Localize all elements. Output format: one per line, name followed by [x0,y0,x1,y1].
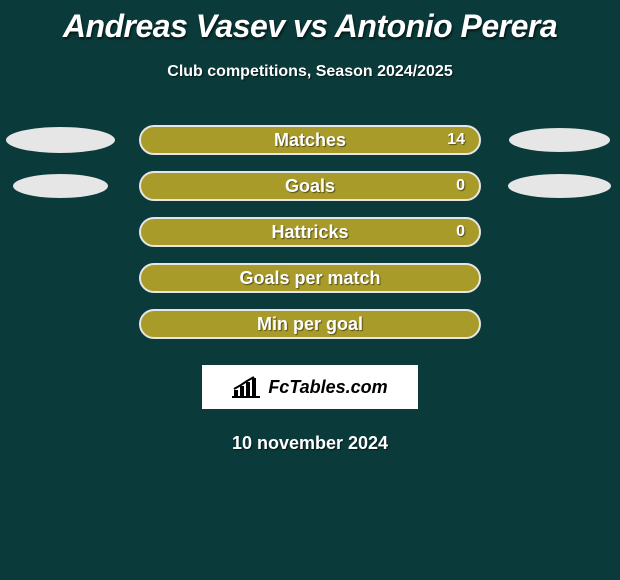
stat-row: Goals 0 [0,171,620,201]
right-indicator-slot [499,174,620,198]
stat-row: Hattricks 0 [0,217,620,247]
stat-value: 14 [447,131,465,149]
stat-label: Hattricks [271,222,348,243]
stat-bar: Min per goal [139,309,481,339]
comparison-title: Andreas Vasev vs Antonio Perera [63,8,557,45]
comparison-subtitle: Club competitions, Season 2024/2025 [167,63,452,81]
stat-row: Min per goal [0,309,620,339]
right-oval [508,174,611,198]
stat-row: Goals per match [0,263,620,293]
stat-value: 0 [456,223,465,241]
stat-rows: Matches 14 Goals 0 Hattricks 0 Goals per match… [0,125,620,339]
stat-label: Goals per match [239,268,380,289]
stat-row: Matches 14 [0,125,620,155]
right-oval [509,128,610,152]
right-indicator-slot [499,128,620,152]
bar-chart-icon [232,376,260,398]
left-indicator-slot [0,127,121,153]
stat-bar: Goals 0 [139,171,481,201]
stat-bar: Matches 14 [139,125,481,155]
stat-bar: Hattricks 0 [139,217,481,247]
stat-label: Matches [274,130,346,151]
stat-value: 0 [456,177,465,195]
left-oval [13,174,108,198]
left-oval [6,127,115,153]
stat-bar: Goals per match [139,263,481,293]
brand-box: FcTables.com [202,365,418,409]
snapshot-date: 10 november 2024 [232,433,388,454]
stat-label: Min per goal [257,314,363,335]
stat-label: Goals [285,176,335,197]
brand-text: FcTables.com [268,377,387,398]
left-indicator-slot [0,174,121,198]
